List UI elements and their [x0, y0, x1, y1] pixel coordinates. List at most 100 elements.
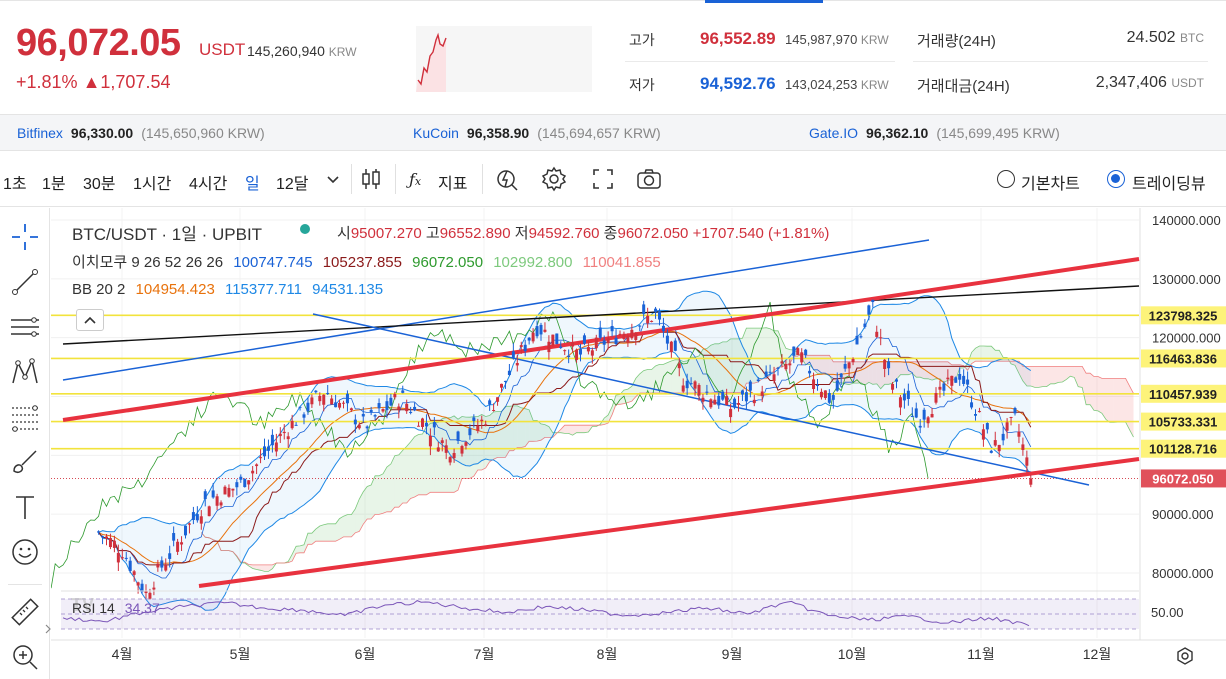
cloud-segment — [671, 359, 676, 393]
candle-body — [270, 434, 274, 446]
exchange-kucoin[interactable]: KuCoin 96,358.90 (145,694,657 KRW) — [413, 125, 661, 141]
legend-ichimoku[interactable]: 이치모쿠 9 26 52 26 26 100747.745 105237.855… — [72, 251, 661, 272]
candle-body — [247, 480, 251, 485]
candle-body — [974, 414, 977, 416]
candle-body — [867, 305, 871, 315]
cloud-segment — [667, 361, 672, 393]
interval-1m[interactable]: 1분 — [42, 176, 66, 193]
exchange-krw: (145,699,495 KRW) — [936, 125, 1060, 141]
interval-12mo[interactable]: 12달 — [276, 176, 309, 193]
candle-body — [274, 442, 278, 452]
chevron-right-icon[interactable] — [44, 622, 52, 636]
candlestick-icon[interactable] — [358, 166, 384, 192]
candle-body — [259, 457, 263, 459]
bollinger-bands — [98, 290, 1032, 611]
active-tab-indicator — [705, 0, 823, 3]
candle-body — [780, 361, 784, 364]
fib-retracement-icon[interactable] — [8, 400, 42, 434]
text-tool-icon[interactable] — [8, 490, 42, 524]
legend-rsi[interactable]: RSI 14 34.37 — [72, 600, 160, 616]
candle-body — [345, 393, 349, 404]
indicator-button[interactable]: 지표 — [438, 176, 468, 193]
trendline-icon[interactable] — [8, 265, 42, 299]
candle-body — [697, 385, 701, 396]
time-tick-label: 5월 — [230, 646, 251, 662]
candle-body — [926, 417, 930, 424]
cloud-segment — [643, 369, 648, 393]
candle-body — [934, 393, 938, 403]
candle-body — [484, 424, 488, 426]
indicator-icon[interactable]: ƒx — [409, 170, 422, 189]
candle-body — [405, 403, 409, 412]
price-tick-label: 80000.000 — [1152, 566, 1213, 581]
candle-body — [432, 422, 436, 428]
candle-body — [914, 408, 918, 418]
low-label: 저 — [514, 225, 529, 242]
candle-body — [630, 329, 634, 339]
collapse-legend-button[interactable] — [76, 309, 104, 331]
interval-1s[interactable]: 1초 — [3, 176, 27, 193]
brush-icon[interactable] — [8, 445, 42, 479]
candle-body — [950, 375, 954, 386]
rsi-label: RSI 14 — [72, 600, 115, 616]
tradingview-radio[interactable] — [1107, 170, 1125, 188]
cloud-segment — [268, 564, 273, 572]
candle-body — [891, 384, 895, 390]
cloud-segment — [1022, 366, 1027, 387]
interval-30m[interactable]: 30분 — [83, 176, 116, 193]
cloud-segment — [390, 455, 395, 512]
cloud-segment — [544, 424, 549, 438]
camera-icon[interactable] — [636, 166, 662, 192]
symbol-label: BTC/USDT · 1일 · UPBIT — [72, 225, 263, 244]
candle-body — [681, 385, 685, 392]
interval-1d[interactable]: 일 — [245, 176, 260, 193]
alert-icon[interactable] — [494, 166, 520, 192]
fullscreen-icon[interactable] — [590, 166, 616, 192]
candle-body — [191, 512, 195, 520]
candle-body — [717, 395, 721, 406]
cloud-segment — [750, 328, 755, 384]
time-tick-label: 7월 — [474, 646, 495, 662]
candle-body — [397, 406, 401, 410]
emoji-icon[interactable] — [8, 535, 42, 569]
gear-icon[interactable] — [541, 166, 567, 192]
pattern-icon[interactable] — [8, 355, 42, 389]
exchange-gateio[interactable]: Gate.IO 96,362.10 (145,699,495 KRW) — [809, 125, 1060, 141]
candle-body — [701, 397, 705, 402]
interval-4h[interactable]: 4시간 — [189, 176, 228, 193]
cloud-segment — [718, 341, 723, 393]
zoom-in-icon[interactable] — [8, 640, 42, 674]
cloud-segment — [1074, 366, 1079, 387]
tradingview-label[interactable]: 트레이딩뷰 — [1132, 176, 1206, 193]
level-tag-label: 116463.836 — [1149, 351, 1217, 366]
pitchfork-icon[interactable] — [8, 310, 42, 344]
crosshair-icon[interactable] — [8, 220, 42, 254]
basic-chart-label[interactable]: 기본차트 — [1021, 176, 1080, 193]
cloud-segment — [402, 446, 407, 504]
cloud-segment — [738, 338, 743, 393]
cloud-segment — [319, 524, 324, 542]
cloud-segment — [438, 418, 443, 493]
ichimoku-tenkan: 100747.745 — [233, 254, 313, 271]
chevron-down-icon[interactable] — [323, 169, 343, 189]
candle-body — [511, 351, 515, 358]
price-chart[interactable]: 140000.000 130000.000 120000.000 90000.000 8… — [51, 208, 1226, 679]
market-status-dot — [300, 224, 310, 234]
legend-bollinger[interactable]: BB 20 2 104954.423 115377.711 94531.135 — [72, 281, 383, 298]
ruler-icon[interactable] — [8, 595, 42, 629]
interval-1h[interactable]: 1시간 — [133, 176, 172, 193]
cloud-segment — [1090, 373, 1094, 411]
basic-chart-radio[interactable] — [997, 170, 1015, 188]
candle-body — [626, 335, 630, 343]
exchange-bitfinex[interactable]: Bitfinex 96,330.00 (145,650,960 KRW) — [17, 125, 265, 141]
chart-canvas[interactable]: 140000.000 130000.000 120000.000 90000.000 8… — [51, 208, 1226, 679]
cloud-segment — [537, 420, 541, 442]
cloud-segment — [829, 355, 834, 383]
exchange-name: Gate.IO — [809, 125, 859, 141]
axis-settings-icon[interactable] — [1177, 647, 1193, 665]
candle-body — [180, 542, 184, 545]
cloud-segment — [762, 327, 767, 379]
cloud-segment — [1034, 366, 1039, 388]
cloud-segment — [572, 425, 577, 436]
rsi-line — [62, 600, 1030, 627]
